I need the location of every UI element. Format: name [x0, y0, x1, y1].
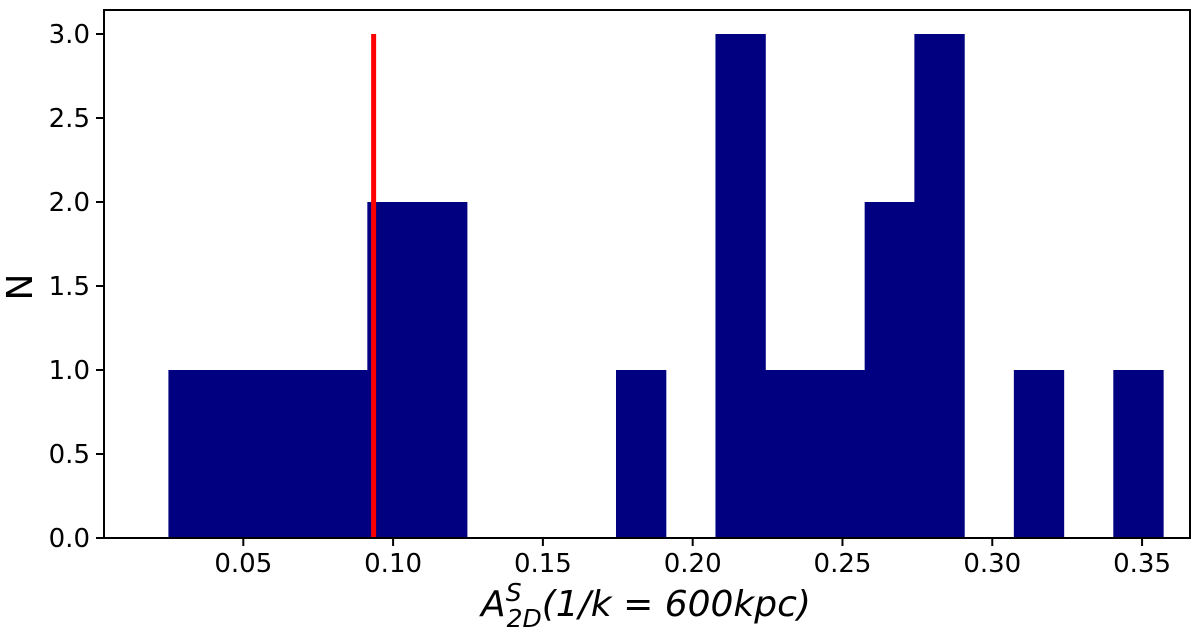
y-axis-label: N — [0, 274, 41, 301]
y-tick-label: 0.0 — [49, 524, 90, 554]
histogram-bar-3 — [317, 370, 368, 538]
y-axis-ticks: 0.0 0.5 1.0 1.5 2.0 2.5 3.0 — [49, 20, 104, 554]
y-tick-label: 2.5 — [49, 104, 90, 134]
y-tick-label: 2.0 — [49, 188, 90, 218]
plot-frame — [103, 9, 1191, 539]
histogram-bars — [168, 34, 1164, 538]
x-axis-label-rest: (1/k = 600kpc) — [542, 584, 811, 625]
histogram-bar-19 — [1113, 370, 1164, 538]
x-axis-label-subscript: 2D — [507, 604, 542, 633]
x-tick-label: 0.25 — [814, 549, 872, 579]
histogram-bar-1 — [218, 370, 269, 538]
y-tick-label: 0.5 — [49, 440, 90, 470]
histogram-bar-11 — [715, 34, 766, 538]
x-tick-label: 0.30 — [963, 549, 1021, 579]
histogram-bar-13 — [814, 370, 866, 538]
y-tick-label: 3.0 — [49, 20, 90, 50]
histogram-bar-12 — [765, 370, 816, 538]
x-tick-label: 0.15 — [514, 549, 572, 579]
histogram-bar-0 — [168, 370, 219, 538]
x-tick-label: 0.10 — [364, 549, 422, 579]
y-tick-label: 1.0 — [49, 356, 90, 386]
x-axis-label: AS 2D(1/k = 600kpc) — [479, 578, 811, 633]
histogram-bar-14 — [864, 202, 915, 538]
x-axis-ticks: 0.05 0.10 0.15 0.20 0.25 0.30 0.35 — [214, 538, 1171, 579]
x-axis-label-superscript: S — [506, 578, 522, 607]
histogram-bar-15 — [914, 34, 965, 538]
y-tick-label: 1.5 — [49, 272, 90, 302]
histogram-bar-5 — [417, 202, 468, 538]
histogram-bar-9 — [615, 370, 667, 538]
histogram-bar-17 — [1013, 370, 1065, 538]
x-axis-label-base: A — [479, 584, 506, 625]
histogram-bar-2 — [267, 370, 319, 538]
x-tick-label: 0.35 — [1113, 549, 1171, 579]
x-tick-label: 0.05 — [214, 549, 272, 579]
x-tick-label: 0.20 — [664, 549, 722, 579]
